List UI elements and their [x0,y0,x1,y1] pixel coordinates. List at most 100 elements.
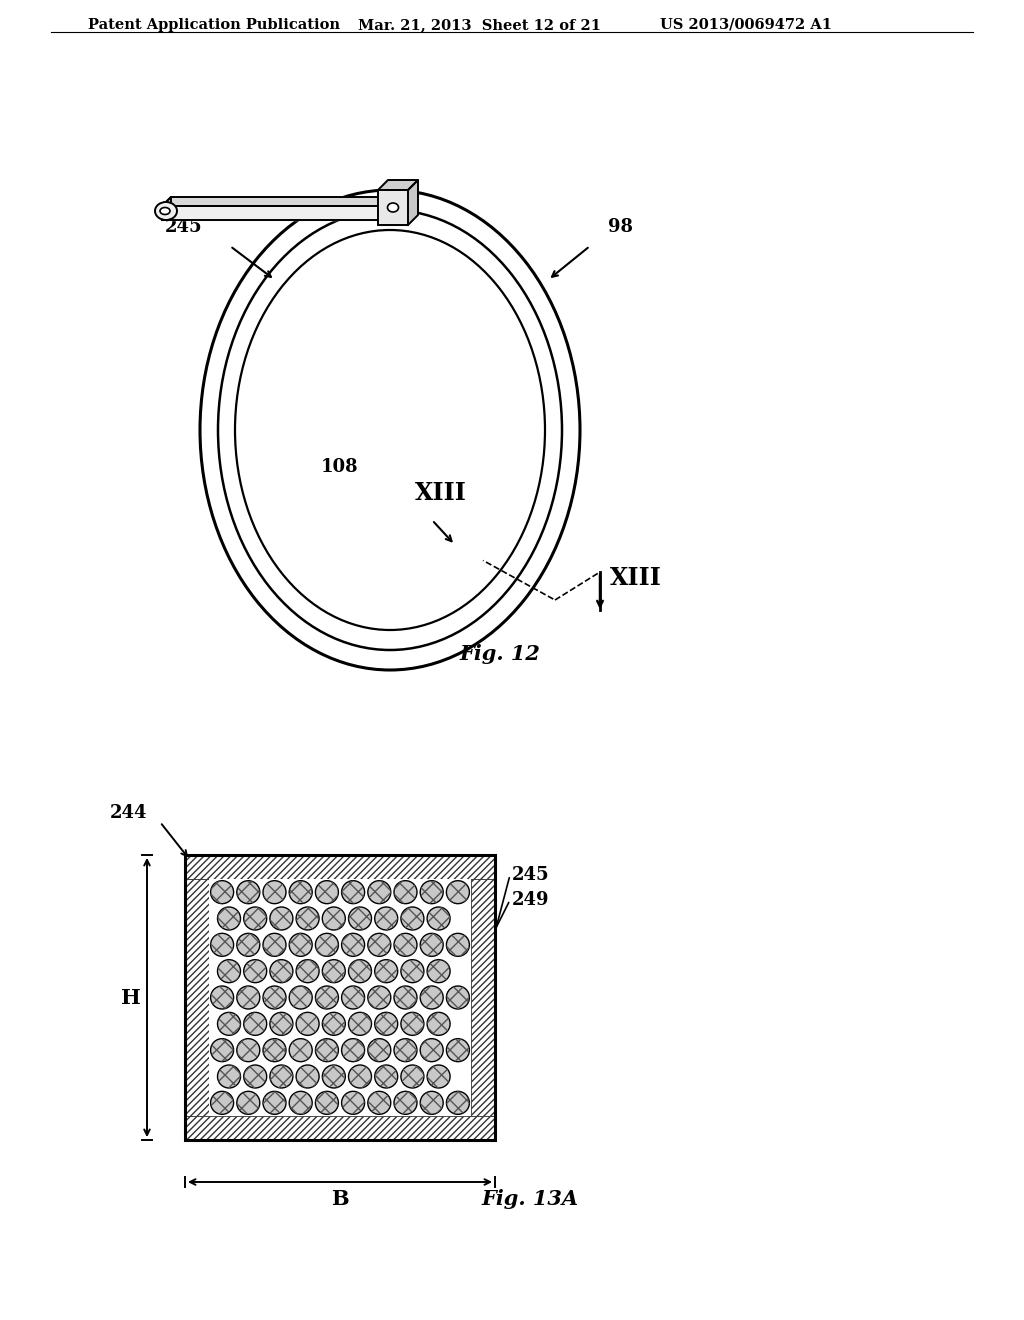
Bar [185,1115,495,1140]
Circle shape [375,960,397,982]
Circle shape [237,1092,260,1114]
Circle shape [237,986,260,1008]
Circle shape [296,1065,319,1088]
Ellipse shape [160,207,170,214]
Circle shape [211,880,233,904]
Circle shape [375,1012,397,1035]
Circle shape [263,880,286,904]
Circle shape [211,986,233,1008]
Circle shape [217,1065,241,1088]
Circle shape [348,960,372,982]
Circle shape [394,933,417,956]
Circle shape [237,933,260,956]
Circle shape [263,1092,286,1114]
Circle shape [315,933,338,956]
Circle shape [263,933,286,956]
Circle shape [211,933,233,956]
Circle shape [446,1092,469,1114]
Circle shape [427,960,451,982]
Circle shape [244,960,266,982]
Text: 98: 98 [608,218,633,236]
Text: Fig. 12: Fig. 12 [460,644,541,664]
Circle shape [348,907,372,931]
Circle shape [323,1065,345,1088]
Circle shape [289,933,312,956]
Circle shape [270,907,293,931]
Circle shape [368,933,391,956]
Circle shape [323,960,345,982]
Circle shape [211,1039,233,1061]
Circle shape [401,907,424,931]
Circle shape [375,1065,397,1088]
Circle shape [342,986,365,1008]
Circle shape [270,1012,293,1035]
Circle shape [394,986,417,1008]
Circle shape [375,907,397,931]
Circle shape [217,960,241,982]
Circle shape [296,960,319,982]
Text: XIII: XIII [415,480,467,506]
Polygon shape [408,180,418,224]
Text: 244: 244 [110,804,147,822]
Polygon shape [162,206,408,220]
Circle shape [244,907,266,931]
Text: H: H [121,987,141,1007]
Circle shape [446,1039,469,1061]
Text: 108: 108 [322,458,358,477]
Text: XIII: XIII [610,566,662,590]
Bar [185,855,495,879]
Circle shape [217,1012,241,1035]
Bar [209,879,471,1115]
Circle shape [427,1012,451,1035]
Text: US 2013/0069472 A1: US 2013/0069472 A1 [660,18,831,32]
Circle shape [342,1092,365,1114]
Circle shape [289,1092,312,1114]
Circle shape [244,1012,266,1035]
Circle shape [446,933,469,956]
Text: 245: 245 [165,218,202,236]
Polygon shape [378,180,418,190]
Circle shape [270,960,293,982]
Bar [185,855,495,1140]
Bar [471,879,495,1115]
Circle shape [401,1065,424,1088]
Circle shape [289,880,312,904]
Circle shape [401,1012,424,1035]
Circle shape [244,1065,266,1088]
Circle shape [289,1039,312,1061]
Circle shape [348,1065,372,1088]
Circle shape [217,907,241,931]
Circle shape [342,880,365,904]
Circle shape [446,880,469,904]
Circle shape [315,986,338,1008]
Circle shape [368,1092,391,1114]
Text: 245: 245 [512,866,550,884]
Circle shape [420,1039,443,1061]
Circle shape [348,1012,372,1035]
Text: Mar. 21, 2013  Sheet 12 of 21: Mar. 21, 2013 Sheet 12 of 21 [358,18,601,32]
Circle shape [289,986,312,1008]
Circle shape [315,1039,338,1061]
Polygon shape [162,197,417,206]
Circle shape [394,1092,417,1114]
Polygon shape [162,197,171,220]
Text: B: B [331,1189,349,1209]
Circle shape [263,1039,286,1061]
Circle shape [342,1039,365,1061]
Circle shape [368,1039,391,1061]
Circle shape [420,1092,443,1114]
Text: 249: 249 [512,891,550,909]
Circle shape [263,986,286,1008]
Bar [185,879,209,1115]
Circle shape [394,1039,417,1061]
Circle shape [315,880,338,904]
Circle shape [368,986,391,1008]
Circle shape [237,1039,260,1061]
Circle shape [420,933,443,956]
Ellipse shape [155,202,177,220]
Bar [185,855,495,1140]
Circle shape [315,1092,338,1114]
Circle shape [427,907,451,931]
Circle shape [394,880,417,904]
Ellipse shape [387,203,398,213]
